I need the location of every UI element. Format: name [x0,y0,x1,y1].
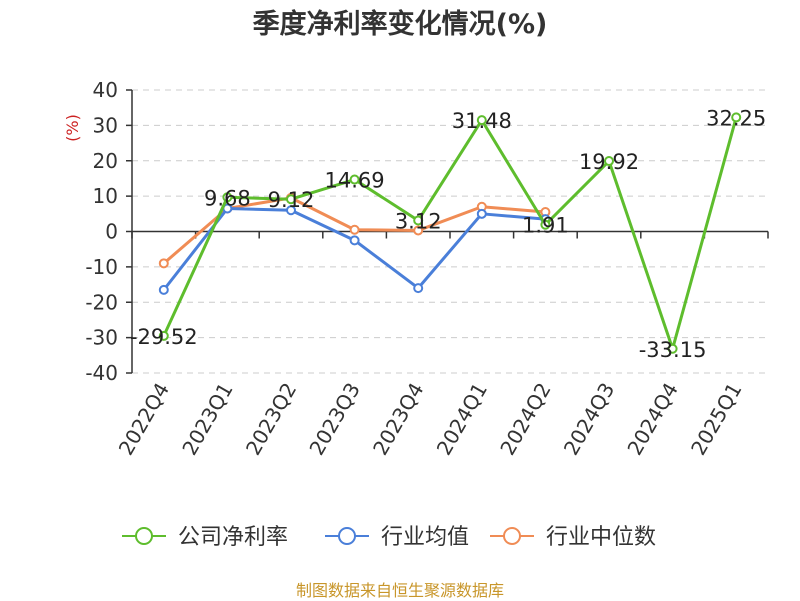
data-point [604,156,614,167]
data-point [349,174,360,185]
data-point [540,219,551,230]
legend-marker [135,527,153,545]
y-tick-label: 10 [93,184,118,208]
data-label: 9.68 [204,186,251,210]
data-point [222,192,233,203]
data-label: 1.91 [522,214,569,238]
data-point [413,225,424,236]
y-tick-label: 20 [93,149,118,173]
y-tick-label: -10 [85,255,118,279]
y-tick-label: 30 [93,113,118,137]
data-point [286,205,296,216]
data-point [731,112,742,123]
data-label: -33.15 [639,338,707,362]
data-label: 3.12 [395,209,442,233]
x-tick-label: 2022Q4 [114,379,174,460]
x-tick-label: 2023Q1 [177,379,237,460]
data-point [158,284,169,295]
data-point [413,215,424,226]
legend-label: 行业均值 [381,525,469,550]
data-label: 14.69 [325,169,385,193]
data-label: 9.12 [268,188,315,212]
series-line [162,207,546,291]
x-tick-label: 2023Q4 [368,379,428,460]
data-point [349,224,360,235]
legend-label: 公司净利率 [178,525,288,550]
legend-label: 行业中位数 [546,525,656,550]
data-point [158,330,169,341]
legend-marker [503,527,521,545]
x-tick-label: 2025Q1 [686,379,746,460]
data-point [349,235,360,246]
x-tick-label: 2024Q2 [495,379,555,460]
chart-legend: 公司净利率 行业均值 行业中位数 [122,525,656,550]
data-point [667,343,678,354]
data-label: 31.48 [452,109,512,133]
x-tick-label: 2023Q2 [241,379,301,460]
data-point [158,258,169,269]
legend-item: 行业均值 [325,525,469,550]
legend-item: 行业中位数 [490,525,656,550]
y-axis-label: (%) [63,114,82,142]
data-label: 19.92 [579,150,639,174]
source-note: 制图数据来自恒生聚源数据库 [295,581,504,600]
data-point [476,208,487,219]
y-tick-label: 0 [105,220,118,244]
data-point [286,194,296,205]
y-tick-label: -20 [85,290,118,314]
y-tick-label: -40 [85,361,118,385]
legend-item: 公司净利率 [122,525,288,550]
series-line [162,117,738,351]
x-tick-label: 2024Q4 [622,379,682,460]
y-tick-label: 40 [93,78,118,102]
legend-marker [338,527,356,545]
x-tick-label: 2024Q1 [432,379,492,460]
data-point [413,283,424,294]
chart-title: 季度净利率变化情况(%) [252,9,548,40]
x-tick-label: 2024Q3 [559,379,619,460]
data-label: 32.25 [706,106,766,130]
y-tick-label: -30 [85,326,118,350]
data-label: -29.52 [130,325,198,349]
data-point [476,115,487,126]
x-tick-label: 2023Q3 [304,379,364,460]
